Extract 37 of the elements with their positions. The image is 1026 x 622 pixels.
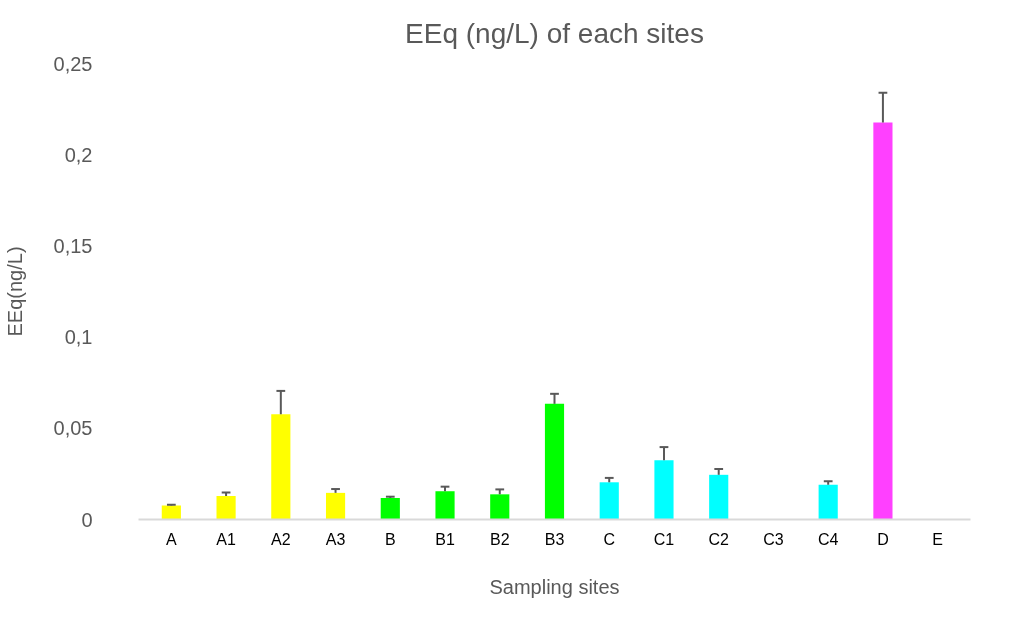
- x-tick-label: A1: [216, 530, 236, 548]
- bar: [216, 495, 236, 520]
- x-tick-label: D: [877, 530, 889, 548]
- y-tick-label: 0,05: [53, 417, 93, 440]
- x-tick-label: B3: [544, 530, 565, 548]
- y-tick-label: 0,25: [53, 52, 93, 75]
- bar: [654, 460, 674, 520]
- x-tick-label: A: [166, 530, 178, 548]
- x-tick-label: B2: [489, 530, 510, 548]
- bar: [325, 492, 346, 520]
- x-tick-label: A2: [271, 530, 291, 548]
- y-tick-label: 0,15: [53, 234, 93, 257]
- x-axis-title: Sampling sites: [489, 575, 620, 598]
- y-tick-label: 0,2: [64, 143, 93, 166]
- x-tick-label: B1: [435, 530, 455, 548]
- x-tick-label: A3: [325, 530, 346, 548]
- bar: [380, 497, 400, 520]
- x-tick-label: C4: [817, 530, 839, 548]
- chart-title: EEq (ng/L) of each sites: [405, 17, 704, 49]
- x-tick-label: C2: [708, 530, 730, 548]
- y-tick-label: 0: [81, 508, 93, 531]
- bar: [490, 494, 510, 520]
- bar: [271, 414, 291, 520]
- bar: [709, 474, 729, 520]
- x-tick-label: C: [603, 530, 616, 548]
- y-tick-label: 0,1: [64, 326, 93, 349]
- x-tick-label: C1: [653, 530, 675, 548]
- y-axis-title: EEq(ng/L): [3, 246, 26, 337]
- bar: [599, 482, 619, 520]
- bar: [818, 484, 838, 520]
- bar: [873, 122, 893, 520]
- bar: [544, 403, 565, 520]
- x-tick-label: B: [384, 530, 396, 548]
- x-tick-label: E: [932, 530, 943, 548]
- x-tick-label: C3: [763, 530, 784, 548]
- bar: [161, 505, 181, 520]
- bar: [435, 491, 455, 520]
